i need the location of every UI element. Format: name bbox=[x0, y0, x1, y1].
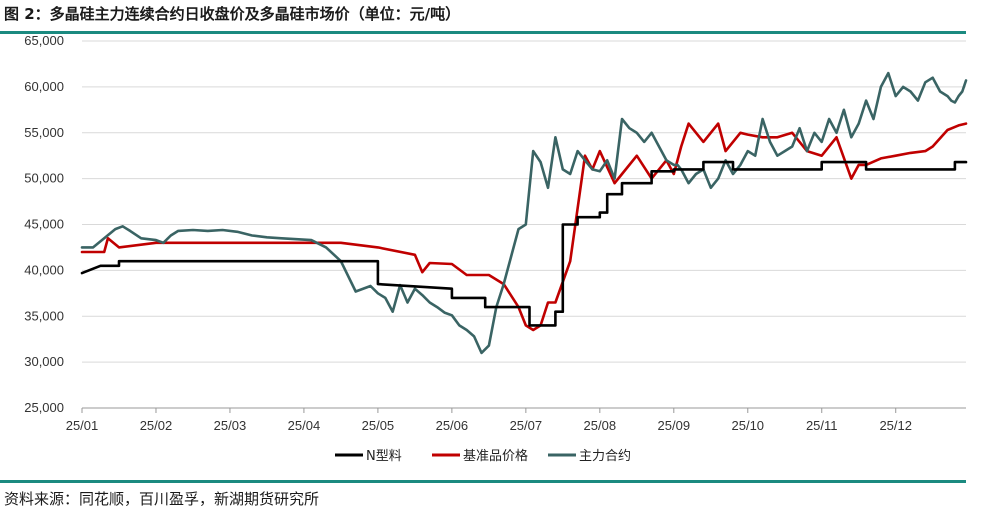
line-chart: 25,000 30,000 35,000 40,000 45,000 50,000 55,0… bbox=[24, 34, 968, 464]
y-tick-label: 40,000 bbox=[24, 262, 64, 277]
bottom-rule bbox=[0, 480, 966, 483]
x-tick-label: 25/03 bbox=[214, 418, 247, 433]
y-tick-label: 30,000 bbox=[24, 354, 64, 369]
y-tick-label: 65,000 bbox=[24, 34, 64, 48]
x-tick-label: 25/01 bbox=[66, 418, 99, 433]
x-tick-label: 25/10 bbox=[732, 418, 765, 433]
series-line-3 bbox=[80, 71, 968, 355]
y-tick-label: 55,000 bbox=[24, 125, 64, 140]
y-tick-label: 35,000 bbox=[24, 308, 64, 323]
x-tick-label: 25/11 bbox=[806, 418, 838, 433]
legend: N型料 基准品价格 主力合约 bbox=[335, 448, 631, 464]
x-tick-label: 25/08 bbox=[584, 418, 617, 433]
legend-label: 主力合约 bbox=[579, 449, 631, 464]
series-lines bbox=[80, 71, 968, 355]
x-axis-ticks: 25/01 25/02 25/03 25/04 25/05 25/06 25/07 25/08… bbox=[66, 408, 912, 433]
y-tick-label: 50,000 bbox=[24, 171, 64, 186]
y-tick-label: 25,000 bbox=[24, 400, 64, 415]
source-note: 资料来源：同花顺，百川盈孚，新湖期货研究所 bbox=[4, 490, 320, 508]
x-tick-label: 25/09 bbox=[658, 418, 691, 433]
figure-title: 图 2：多晶硅主力连续合约日收盘价及多晶硅市场价（单位：元/吨） bbox=[4, 5, 461, 23]
series-line-1 bbox=[80, 160, 968, 327]
x-tick-label: 25/06 bbox=[436, 418, 469, 433]
y-tick-label: 60,000 bbox=[24, 79, 64, 94]
legend-label: N型料 bbox=[366, 449, 402, 464]
top-rule bbox=[0, 31, 966, 34]
series-line-2 bbox=[80, 122, 968, 332]
y-tick-label: 45,000 bbox=[24, 217, 64, 232]
legend-label: 基准品价格 bbox=[463, 448, 528, 464]
y-axis-ticks: 25,000 30,000 35,000 40,000 45,000 50,000 55,0… bbox=[24, 34, 64, 415]
x-tick-label: 25/12 bbox=[879, 418, 912, 433]
x-tick-label: 25/05 bbox=[362, 418, 395, 433]
x-tick-label: 25/07 bbox=[510, 418, 543, 433]
gridlines bbox=[82, 40, 966, 409]
x-tick-label: 25/02 bbox=[140, 418, 173, 433]
x-tick-label: 25/04 bbox=[288, 418, 321, 433]
